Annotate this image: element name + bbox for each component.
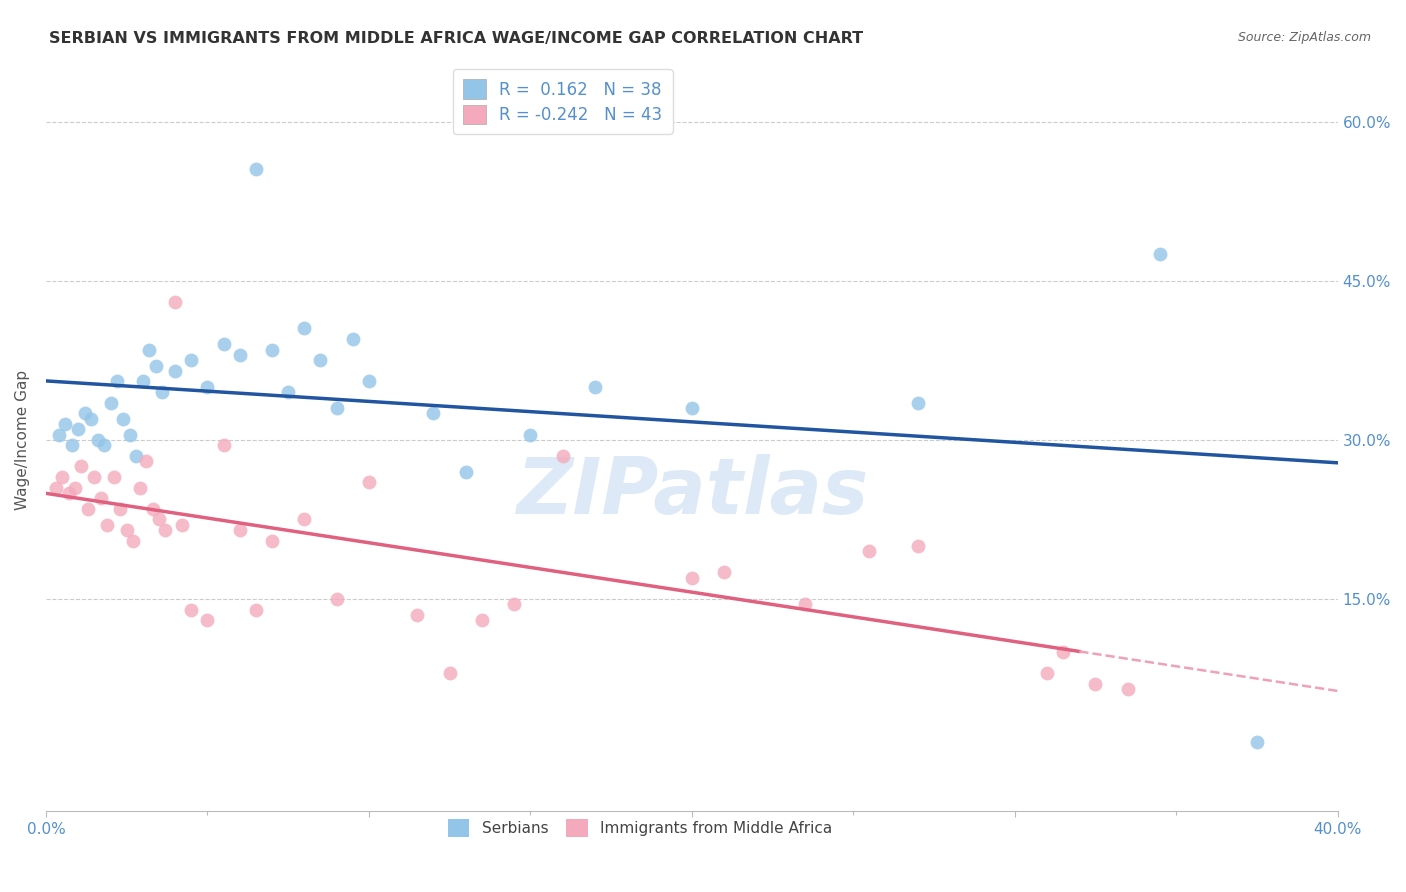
Point	[45, 481, 67, 495]
Point	[197, 613, 219, 627]
Point	[155, 523, 177, 537]
Point	[228, 348, 250, 362]
Point	[63, 481, 86, 495]
Text: ZIPatlas: ZIPatlas	[516, 454, 868, 530]
Point	[519, 427, 541, 442]
Point	[80, 411, 103, 425]
Point	[93, 438, 115, 452]
Point	[583, 380, 606, 394]
Point	[1084, 677, 1107, 691]
Text: SERBIAN VS IMMIGRANTS FROM MIDDLE AFRICA WAGE/INCOME GAP CORRELATION CHART: SERBIAN VS IMMIGRANTS FROM MIDDLE AFRICA…	[49, 31, 863, 46]
Point	[342, 332, 364, 346]
Point	[105, 375, 128, 389]
Point	[128, 481, 150, 495]
Point	[60, 438, 83, 452]
Point	[197, 380, 219, 394]
Point	[357, 375, 380, 389]
Point	[551, 449, 574, 463]
Point	[145, 359, 167, 373]
Point	[292, 321, 315, 335]
Point	[100, 395, 122, 409]
Point	[292, 512, 315, 526]
Point	[180, 353, 202, 368]
Point	[132, 375, 155, 389]
Point	[112, 411, 135, 425]
Point	[125, 449, 148, 463]
Point	[96, 517, 118, 532]
Point	[141, 501, 163, 516]
Point	[439, 666, 461, 681]
Point	[110, 501, 132, 516]
Point	[118, 427, 141, 442]
Point	[83, 470, 105, 484]
Point	[277, 385, 299, 400]
Point	[1246, 735, 1268, 749]
Point	[858, 544, 880, 558]
Point	[245, 602, 267, 616]
Point	[135, 454, 157, 468]
Point	[228, 523, 250, 537]
Point	[58, 486, 80, 500]
Point	[73, 406, 96, 420]
Legend: Serbians, Immigrants from Middle Africa: Serbians, Immigrants from Middle Africa	[440, 812, 839, 845]
Point	[1116, 682, 1139, 697]
Point	[165, 364, 187, 378]
Point	[325, 592, 347, 607]
Point	[170, 517, 193, 532]
Point	[245, 162, 267, 177]
Point	[471, 613, 494, 627]
Point	[48, 427, 70, 442]
Point	[681, 401, 703, 415]
Point	[1149, 247, 1171, 261]
Point	[90, 491, 112, 506]
Point	[406, 607, 429, 622]
Point	[309, 353, 332, 368]
Point	[122, 533, 145, 548]
Text: Source: ZipAtlas.com: Source: ZipAtlas.com	[1237, 31, 1371, 45]
Point	[260, 533, 283, 548]
Point	[67, 422, 90, 436]
Point	[150, 385, 173, 400]
Point	[1052, 645, 1074, 659]
Point	[165, 294, 187, 309]
Point	[907, 395, 929, 409]
Point	[70, 459, 93, 474]
Point	[713, 566, 735, 580]
Y-axis label: Wage/Income Gap: Wage/Income Gap	[15, 370, 30, 510]
Point	[148, 512, 170, 526]
Point	[793, 597, 815, 611]
Point	[325, 401, 347, 415]
Point	[212, 438, 235, 452]
Point	[77, 501, 100, 516]
Point	[681, 571, 703, 585]
Point	[422, 406, 444, 420]
Point	[1036, 666, 1059, 681]
Point	[357, 475, 380, 490]
Point	[51, 470, 73, 484]
Point	[53, 417, 76, 431]
Point	[86, 433, 108, 447]
Point	[260, 343, 283, 357]
Point	[138, 343, 160, 357]
Point	[180, 602, 202, 616]
Point	[212, 337, 235, 351]
Point	[115, 523, 138, 537]
Point	[907, 539, 929, 553]
Point	[503, 597, 526, 611]
Point	[103, 470, 125, 484]
Point	[454, 465, 477, 479]
